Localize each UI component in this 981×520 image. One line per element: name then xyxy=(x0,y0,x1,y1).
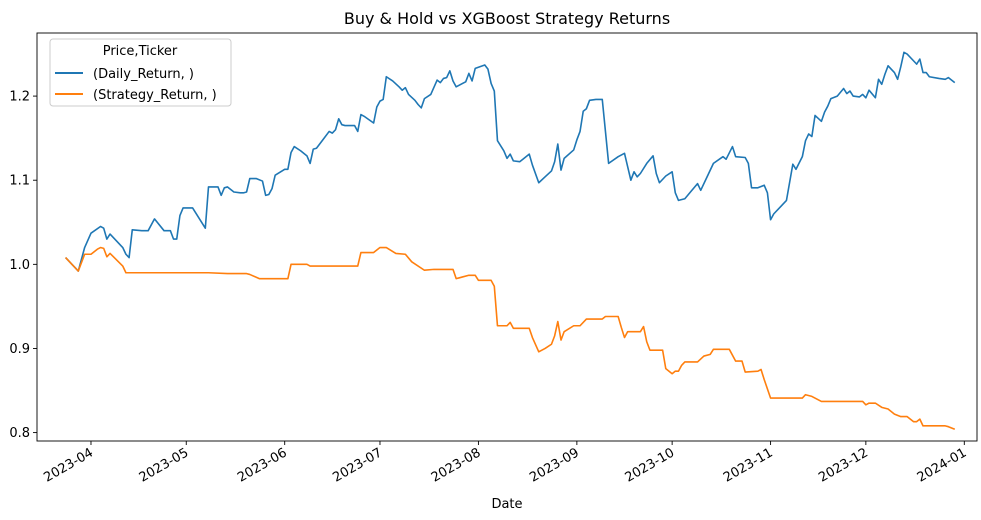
x-axis: 2023-04 2023-05 2023-06 2023-07 2023-08 2023-… xyxy=(41,441,969,486)
series-line-strategy-return xyxy=(64,246,956,430)
y-tick-label: 1.0 xyxy=(9,258,30,273)
series-line-daily-return xyxy=(64,51,956,272)
y-tick-label: 0.8 xyxy=(9,426,30,441)
y-tick-label: 1.2 xyxy=(9,90,30,105)
y-tick-label: 0.9 xyxy=(9,342,30,357)
legend-frame xyxy=(49,38,232,107)
x-tick-label: 2023-12 xyxy=(816,445,871,485)
legend-label-strategy-return: (Strategy_Return, ) xyxy=(93,88,217,103)
legend-label-daily-return: (Daily_Return, ) xyxy=(93,67,194,82)
chart-title: Buy & Hold vs XGBoost Strategy Returns xyxy=(344,9,670,28)
axes-frame xyxy=(36,32,978,442)
x-tick-label: 2023-09 xyxy=(527,445,582,485)
plot-area xyxy=(36,32,978,442)
x-tick-label: 2023-06 xyxy=(235,445,290,485)
x-tick-label: 2023-07 xyxy=(330,445,385,485)
x-axis-label: Date xyxy=(491,497,522,512)
x-tick-label: 2023-04 xyxy=(41,445,96,485)
x-tick-label: 2024-01 xyxy=(915,445,970,485)
legend: Price,Ticker (Daily_Return, ) (Strategy_… xyxy=(49,38,232,107)
y-axis: 0.8 0.9 1.0 1.1 1.2 xyxy=(9,90,37,441)
x-tick-label: 2023-08 xyxy=(429,445,484,485)
legend-title: Price,Ticker xyxy=(103,44,178,59)
y-tick-label: 1.1 xyxy=(9,174,30,189)
x-tick-label: 2023-05 xyxy=(137,445,192,485)
x-tick-label: 2023-11 xyxy=(721,445,776,485)
x-tick-label: 2023-10 xyxy=(623,445,678,485)
